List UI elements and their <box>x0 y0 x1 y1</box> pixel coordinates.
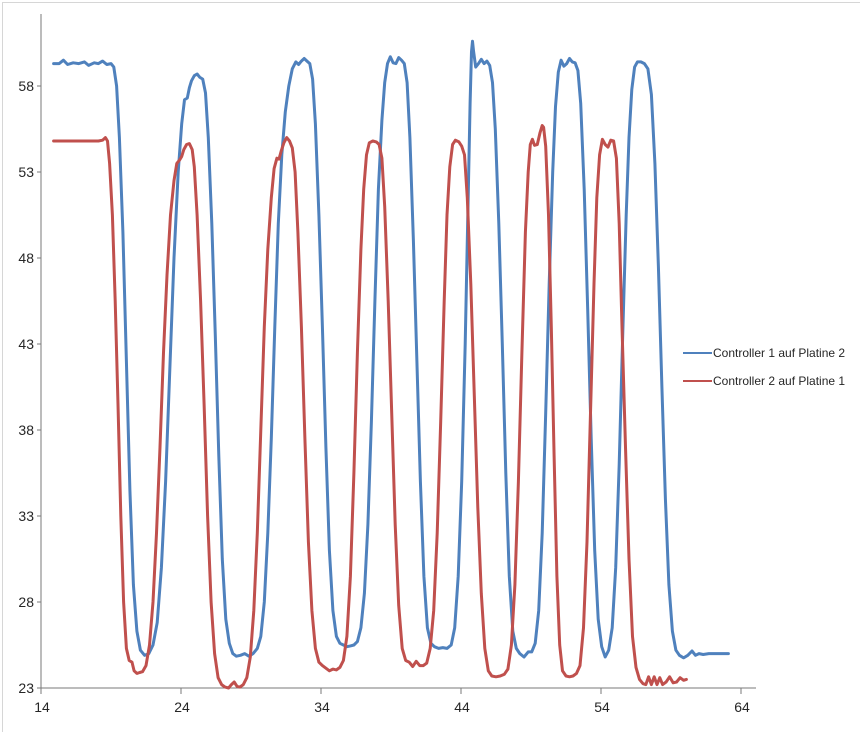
y-axis-tick-label: 38 <box>18 422 34 438</box>
legend-item-controller-1-auf-platine-2[interactable]: Controller 1 auf Platine 2 <box>683 344 845 362</box>
y-axis-tick-label: 33 <box>18 508 34 524</box>
y-axis-tick-label: 23 <box>18 680 34 696</box>
y-axis-tick-label: 53 <box>18 164 34 180</box>
legend-label-series-1: Controller 1 auf Platine 2 <box>713 346 846 360</box>
window-border-left <box>2 2 3 732</box>
x-axis-tick-label: 54 <box>594 699 610 715</box>
x-axis-tick-label: 64 <box>734 699 750 715</box>
x-axis-tick-label: 44 <box>454 699 470 715</box>
legend-line-swatch-blue <box>683 352 712 354</box>
y-axis-tick-label: 43 <box>18 336 34 352</box>
x-axis-tick-label: 14 <box>34 699 50 715</box>
window-border-top <box>2 2 860 3</box>
x-axis-tick-label: 24 <box>174 699 190 715</box>
legend-line-swatch-red <box>683 380 712 382</box>
series-line-2 <box>52 124 688 690</box>
legend-item-controller-2-auf-platine-1[interactable]: Controller 2 auf Platine 1 <box>683 372 845 390</box>
y-axis-tick-label: 28 <box>18 594 34 610</box>
series-line-1 <box>52 39 730 660</box>
y-axis-tick-label: 58 <box>18 78 34 94</box>
x-axis-tick-label: 34 <box>314 699 330 715</box>
legend-label-series-2: Controller 2 auf Platine 1 <box>713 374 846 388</box>
y-axis-tick-label: 48 <box>18 250 34 266</box>
